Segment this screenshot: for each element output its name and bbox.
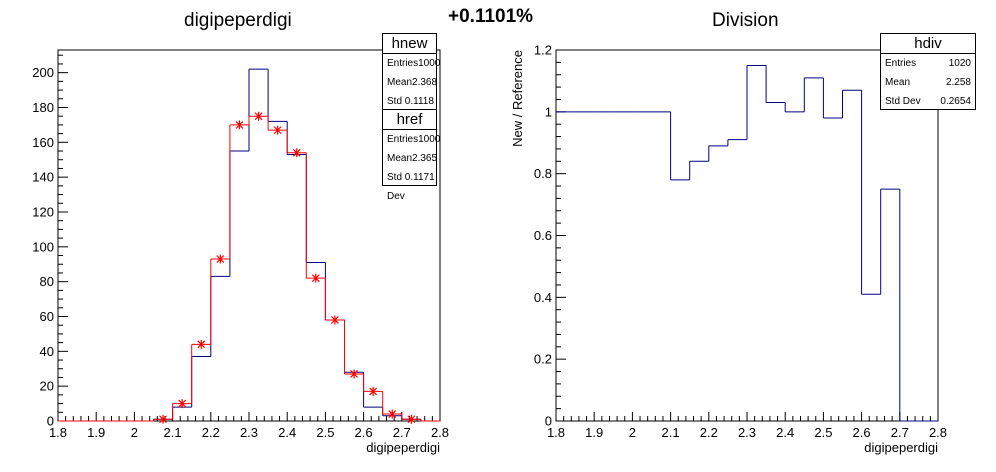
y-tick-label: 100 [32, 239, 54, 254]
stats-box-title: href [383, 110, 436, 130]
y-tick-label: 200 [32, 65, 54, 80]
y-tick-label: 1 [545, 104, 552, 119]
data-marker [292, 148, 301, 158]
x-tick-label: 2.2 [700, 425, 718, 440]
y-tick-label: 120 [32, 204, 54, 219]
y-tick-label: 60 [40, 309, 54, 324]
x-tick-label: 1.9 [585, 425, 603, 440]
y-tick-label: 0.6 [534, 228, 552, 243]
stats-value: 2.365 [412, 153, 438, 164]
stats-label: Mean [885, 77, 911, 88]
stats-label: Entries [885, 58, 917, 69]
x-tick-label: 2.5 [316, 425, 334, 440]
stats-row-entries: Entries 1020 [881, 54, 975, 73]
x-tick-label: 2.1 [662, 425, 680, 440]
stats-label: Entries [387, 58, 419, 69]
data-marker [369, 386, 378, 396]
x-tick-label: 2 [131, 425, 138, 440]
stats-value: 0.1171 [404, 172, 435, 183]
x-tick-label: 2.3 [738, 425, 756, 440]
y-tick-label: 1.2 [534, 43, 552, 58]
x-axis-label: digipeperdigi [864, 440, 938, 455]
stats-label: Std Dev [885, 96, 921, 107]
stats-box-title: hdiv [881, 34, 975, 54]
series-href [58, 111, 440, 424]
data-marker [388, 409, 397, 419]
y-tick-label: 180 [32, 100, 54, 115]
stats-box-title: hnew [383, 34, 436, 54]
stats-value: 1000 [418, 58, 441, 69]
y-tick-label: 80 [40, 274, 54, 289]
stats-value: 2.258 [945, 77, 971, 88]
stats-row-entries: Entries 1000 [383, 54, 440, 73]
left-chart-title: digipeperdigi [184, 10, 292, 31]
stats-box-hnew: hnew Entries 1000 Mean 2.368 Std Dev 0.1… [382, 33, 440, 126]
stats-row-stddev: Std Dev 0.2654 [881, 92, 975, 111]
x-axis-label: digipeperdigi [366, 440, 440, 455]
x-tick-label: 2.6 [355, 425, 373, 440]
y-tick-label: 40 [40, 344, 54, 359]
data-marker [407, 414, 416, 424]
y-tick-label: 0 [47, 414, 54, 429]
x-tick-label: 2.4 [278, 425, 296, 440]
stats-row-stddev: Std Dev 0.1171 [383, 168, 436, 202]
stats-label: Std Dev [387, 172, 405, 202]
right-division-chart: 1.8 1.9 2 2.1 2.2 2.3 2.4 2.5 2.6 2.7 2.8 0 0.2 0.4 0.… [510, 43, 947, 456]
data-marker [159, 414, 167, 424]
stats-label: Mean [387, 77, 413, 88]
x-tick-label: 2.3 [240, 425, 258, 440]
right-chart-title: Division [712, 10, 779, 31]
data-marker [311, 273, 320, 283]
y-tick-label: 0.4 [534, 290, 552, 305]
x-tick-label: 1.8 [547, 425, 565, 440]
data-marker [350, 369, 358, 379]
y-tick-label: 140 [32, 170, 54, 185]
x-tick-label: 2.7 [891, 425, 909, 440]
stats-value: 1000 [418, 134, 441, 145]
data-marker [273, 125, 282, 135]
left-histogram-chart: 1.8 1.9 2 2.1 2.2 2.3 2.4 2.5 2.6 2.7 2.8 0 20 40 60 80… [32, 49, 449, 455]
x-tick-label: 1.8 [49, 425, 67, 440]
stats-row-mean: Mean 2.365 [383, 149, 438, 168]
x-tick-label: 2.6 [853, 425, 871, 440]
stats-row-entries: Entries 1000 [383, 130, 440, 149]
stats-label: Mean [387, 153, 413, 164]
stats-box-href: href Entries 1000 Mean 2.365 Std Dev 0.1… [382, 109, 440, 202]
data-marker [197, 339, 206, 349]
y-tick-label: 0.8 [534, 166, 552, 181]
stats-value: 0.2654 [940, 96, 971, 107]
y-axis-label: New / Reference [510, 50, 525, 147]
stats-value: 2.368 [412, 77, 438, 88]
x-tick-label: 2.5 [814, 425, 832, 440]
data-marker [254, 111, 263, 121]
x-tick-label: 1.9 [87, 425, 105, 440]
x-tick-label: 2.8 [929, 425, 947, 440]
y-tick-label: 160 [32, 135, 54, 150]
data-marker [331, 315, 339, 325]
stats-row-mean: Mean 2.368 [383, 73, 438, 92]
x-tick-label: 2.2 [202, 425, 220, 440]
stats-value: 1020 [948, 58, 971, 69]
stats-row-mean: Mean 2.258 [881, 73, 975, 92]
data-marker [235, 120, 244, 130]
x-tick-label: 2.4 [776, 425, 794, 440]
y-tick-label: 20 [40, 379, 54, 394]
data-marker [216, 254, 225, 264]
x-tick-label: 2 [629, 425, 636, 440]
x-tick-label: 2.7 [393, 425, 411, 440]
x-tick-label: 2.8 [431, 425, 449, 440]
data-marker [178, 399, 187, 409]
stats-value: 0.1118 [404, 96, 434, 107]
stats-box-hdiv: hdiv Entries 1020 Mean 2.258 Std Dev 0.2… [880, 33, 976, 110]
y-tick-label: 0.2 [534, 352, 552, 367]
difference-label: +0.1101% [448, 6, 534, 27]
y-tick-label: 0 [545, 414, 552, 429]
x-tick-label: 2.1 [164, 425, 182, 440]
series-hdiv [556, 64, 938, 422]
stats-label: Entries [387, 134, 419, 145]
